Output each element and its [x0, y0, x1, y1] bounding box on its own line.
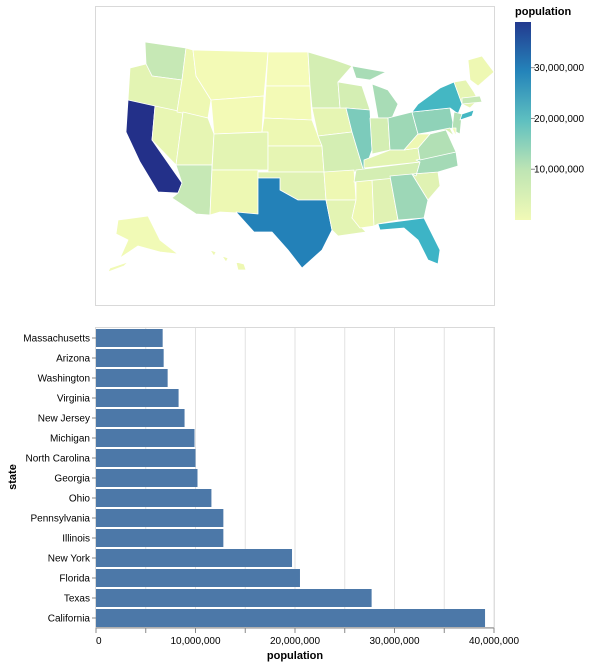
y-tick-label: Massachusetts [23, 334, 90, 345]
state-alaska-tail [107, 261, 129, 273]
state-maryland [429, 127, 455, 137]
legend-tick-label: 10,000,000 [534, 165, 584, 176]
state-nebraska [261, 117, 323, 147]
bar-pennsylvania [96, 509, 224, 527]
state-kansas [267, 145, 325, 173]
state-north-dakota [265, 51, 311, 87]
legend-ticks: 10,000,000 20,000,000 30,000,000 [531, 63, 584, 176]
state-wyoming [210, 95, 265, 135]
bar-georgia [96, 469, 198, 487]
y-tick-label: North Carolina [26, 454, 91, 465]
state-long-island [459, 109, 475, 121]
legend-tick-label: 30,000,000 [534, 63, 584, 74]
state-delaware [451, 127, 457, 137]
state-alaska [115, 215, 179, 259]
state-florida [377, 217, 441, 265]
bar-virginia [96, 389, 179, 407]
bar-michigan [96, 429, 195, 447]
state-maine [467, 55, 495, 87]
y-tick-label: Virginia [57, 394, 91, 405]
bar-illinois [96, 529, 224, 547]
y-tick-label: New Jersey [38, 414, 90, 425]
us-map [107, 41, 495, 273]
state-arkansas [323, 169, 357, 201]
state-north-carolina [411, 151, 459, 177]
state-utah [175, 111, 215, 166]
state-colorado [211, 131, 269, 171]
bar-new-york [96, 549, 293, 567]
bar-washington [96, 369, 168, 387]
y-tick-label: Georgia [54, 474, 90, 485]
state-iowa [311, 107, 353, 137]
y-axis-title: state [7, 464, 19, 490]
bar-arizona [96, 349, 164, 367]
legend-tick-label: 20,000,000 [534, 114, 584, 125]
bar-new-jersey [96, 409, 185, 427]
x-axis-title: population [267, 650, 323, 662]
state-hawaii [209, 249, 247, 271]
x-tick-label: 10,000,000 [170, 636, 220, 647]
map-panel [95, 6, 495, 306]
y-tick-label: Washington [38, 374, 90, 385]
y-tick-label: Florida [59, 574, 90, 585]
y-axis-labels: Massachusetts Arizona Washington Virginia Ne… [23, 334, 96, 625]
x-axis: 0 10,000,000 20,000,000 30,000,000 40,000,00… [95, 627, 519, 647]
state-texas [235, 177, 333, 269]
y-tick-label: California [48, 614, 91, 625]
y-tick-label: New York [48, 554, 91, 565]
bar-texas [96, 589, 372, 607]
y-tick-label: Arizona [56, 354, 90, 365]
bars [96, 329, 486, 627]
bar-ohio [96, 489, 212, 507]
state-west-virginia [403, 133, 431, 151]
y-tick-label: Michigan [50, 434, 90, 445]
state-georgia [389, 173, 429, 221]
bar-massachusetts [96, 329, 163, 347]
state-new-mexico [209, 169, 259, 216]
x-tick-label: 0 [96, 636, 102, 647]
legend-gradient [515, 22, 531, 220]
state-new-york [411, 81, 463, 115]
y-tick-label: Illinois [62, 534, 90, 545]
y-tick-label: Pennsylvania [31, 514, 91, 525]
bar-chart: Massachusetts Arizona Washington Virginia Ne… [7, 327, 519, 662]
state-indiana [369, 117, 391, 155]
x-tick-label: 30,000,000 [369, 636, 419, 647]
state-massachusetts [461, 95, 483, 105]
legend: population 10,000,000 20,000,000 30,000,00… [515, 6, 584, 220]
bar-california [96, 609, 486, 627]
bar-florida [96, 569, 300, 587]
bar-north-carolina [96, 449, 196, 467]
y-tick-label: Ohio [69, 494, 91, 505]
legend-title: population [515, 6, 571, 18]
state-south-dakota [263, 85, 313, 121]
state-michigan-up [351, 65, 387, 81]
state-michigan [371, 83, 399, 119]
y-tick-label: Texas [64, 594, 90, 605]
x-tick-label: 20,000,000 [270, 636, 320, 647]
x-tick-label: 40,000,000 [469, 636, 519, 647]
